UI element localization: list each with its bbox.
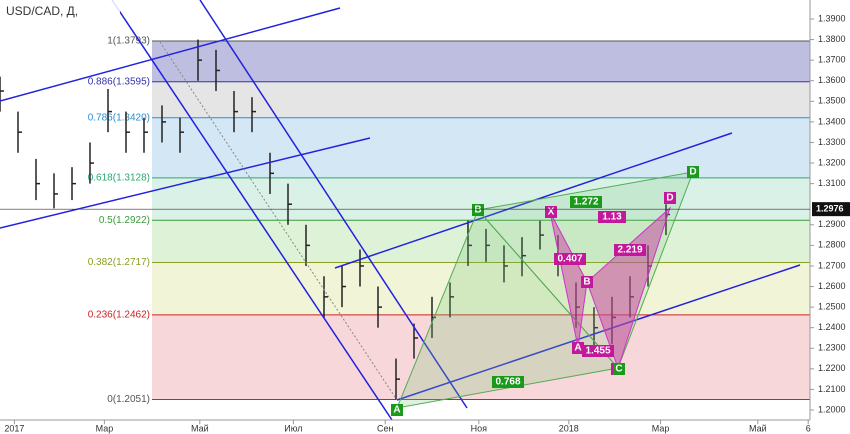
channel-line	[199, 0, 468, 409]
fib-label: 0.886(1.3595)	[88, 76, 150, 87]
x-tick-label: 6	[806, 424, 811, 434]
y-tick-label: 1.3700	[818, 55, 846, 65]
y-tick-label: 1.3400	[818, 116, 846, 126]
y-tick-label: 1.3800	[818, 34, 846, 44]
x-tick-label: Май	[749, 424, 767, 434]
ratio-label: 1.455	[585, 346, 610, 357]
y-tick-label: 1.2600	[818, 281, 846, 291]
channel-line	[396, 264, 801, 401]
ratio-label: 1.13	[602, 212, 622, 223]
point-label: X	[548, 207, 555, 218]
y-tick-label: 1.2900	[818, 219, 846, 229]
last-price-box	[812, 202, 850, 217]
fib-band	[152, 220, 810, 263]
y-tick-label: 1.3900	[818, 13, 846, 23]
y-tick-label: 1.3200	[818, 157, 846, 167]
point-label: B	[583, 277, 590, 288]
fib-label: 0.382(1.2717)	[88, 257, 150, 268]
y-tick-label: 1.3300	[818, 137, 846, 147]
axes: 1.3900 1.3800 1.3700 1.3600 1.3500 1.3400 1.33…	[4, 13, 845, 433]
pattern	[477, 171, 694, 369]
y-tick-label: 1.2800	[818, 240, 846, 250]
last-price-label: 1.2976	[816, 204, 844, 214]
y-tick-label: 1.2500	[818, 301, 846, 311]
point-label: B	[474, 205, 481, 216]
fib-label: 1(1.3793)	[107, 36, 150, 47]
y-tick-label: 1.2300	[818, 343, 846, 353]
x-tick-label: Май	[191, 424, 209, 434]
fib-trend	[159, 41, 398, 401]
y-tick-label: 1.2200	[818, 363, 846, 373]
fib-band	[152, 41, 810, 82]
fib-label: 0.786(1.3420)	[88, 112, 150, 123]
fib-band	[152, 262, 810, 315]
y-tick-label: 1.2400	[818, 322, 846, 332]
fib-retracement: 1(1.3793) 0.886(1.3595) 0.786(1.3420) 0.618…	[88, 36, 810, 405]
x-tick-label: Мар	[96, 424, 114, 434]
x-tick-label: 2018	[559, 424, 579, 434]
y-tick-label: 1.3600	[818, 75, 846, 85]
channel-line	[111, 0, 393, 421]
pattern	[549, 211, 588, 348]
point-label: D	[689, 167, 696, 178]
fib-band	[152, 117, 810, 178]
ratio-label: 1.272	[573, 197, 598, 208]
y-tick-label: 1.3500	[818, 96, 846, 106]
ratio-label: 0.407	[557, 254, 582, 265]
y-tick-label: 1.2000	[818, 404, 846, 414]
chart-title: USD/CAD, Д,	[6, 4, 78, 18]
fib-label: 0.236(1.2462)	[88, 310, 150, 321]
y-tick-label: 1.3100	[818, 178, 846, 188]
fib-label: 0.618(1.3128)	[88, 173, 150, 184]
point-label: D	[666, 193, 673, 204]
channel-line	[0, 7, 341, 102]
fib-label: 0.5(1.2922)	[99, 215, 150, 226]
ratio-label: 2.219	[617, 245, 642, 256]
point-label: A	[574, 343, 581, 354]
x-tick-label: Июл	[284, 424, 302, 434]
x-tick-label: Ноя	[471, 424, 488, 434]
fib-label: 0(1.2051)	[107, 394, 150, 405]
labels: X A B C D 0.407 1.455 2.219 1.13 A B C D…	[391, 166, 699, 416]
channel-line	[0, 137, 371, 229]
drawings	[0, 0, 801, 421]
fib-band	[152, 314, 810, 400]
point-label: A	[393, 405, 400, 416]
x-tick-label: 2017	[4, 424, 24, 434]
ratio-label: 0.768	[495, 377, 520, 388]
x-tick-label: Сен	[377, 424, 394, 434]
point-label: C	[615, 364, 622, 375]
fib-band	[152, 81, 810, 118]
y-tick-label: 1.2100	[818, 384, 846, 394]
x-tick-label: Мар	[652, 424, 670, 434]
y-tick-label: 1.2700	[818, 260, 846, 270]
